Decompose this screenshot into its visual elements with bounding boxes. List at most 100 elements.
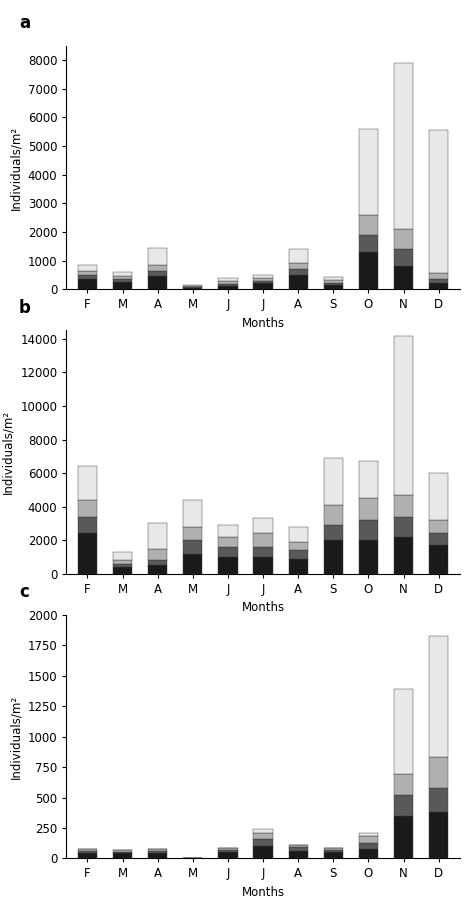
- Bar: [219, 284, 237, 286]
- Bar: [113, 567, 132, 574]
- Bar: [289, 263, 308, 269]
- Bar: [113, 276, 132, 279]
- Bar: [78, 274, 97, 279]
- Bar: [254, 519, 273, 533]
- Bar: [324, 277, 343, 280]
- Bar: [78, 533, 97, 574]
- Bar: [78, 500, 97, 517]
- Bar: [219, 557, 237, 574]
- Bar: [183, 540, 202, 554]
- Bar: [254, 846, 273, 858]
- Bar: [359, 235, 378, 252]
- Y-axis label: Individuals/m²: Individuals/m²: [9, 126, 22, 209]
- Bar: [429, 279, 448, 284]
- Bar: [219, 537, 237, 547]
- X-axis label: Months: Months: [242, 886, 284, 899]
- Bar: [429, 533, 448, 545]
- Bar: [394, 230, 413, 249]
- Bar: [183, 527, 202, 540]
- Bar: [289, 845, 308, 847]
- Text: c: c: [19, 583, 29, 601]
- Bar: [289, 851, 308, 858]
- Bar: [289, 527, 308, 542]
- Bar: [394, 537, 413, 574]
- Bar: [289, 542, 308, 550]
- Bar: [254, 278, 273, 281]
- Bar: [183, 287, 202, 289]
- Legend: Males, Females, Ovigerous females, Juveniles: Males, Females, Ovigerous females, Juven…: [116, 652, 410, 662]
- Bar: [429, 284, 448, 289]
- Bar: [429, 545, 448, 574]
- Bar: [183, 500, 202, 527]
- Bar: [219, 547, 237, 557]
- Bar: [78, 517, 97, 533]
- Bar: [359, 843, 378, 848]
- Bar: [394, 266, 413, 289]
- Bar: [113, 854, 132, 858]
- Bar: [429, 788, 448, 812]
- Bar: [113, 850, 132, 852]
- Bar: [359, 215, 378, 235]
- Bar: [148, 851, 167, 854]
- Text: b: b: [19, 298, 31, 317]
- Bar: [219, 850, 237, 852]
- Bar: [429, 757, 448, 788]
- Bar: [78, 466, 97, 500]
- Bar: [429, 130, 448, 274]
- Bar: [289, 269, 308, 274]
- Bar: [324, 283, 343, 285]
- Bar: [429, 274, 448, 279]
- Bar: [148, 565, 167, 574]
- Bar: [254, 533, 273, 547]
- Bar: [254, 274, 273, 278]
- Bar: [359, 833, 378, 836]
- Bar: [219, 848, 237, 850]
- Bar: [219, 281, 237, 284]
- Bar: [289, 559, 308, 574]
- Bar: [324, 852, 343, 858]
- Bar: [113, 279, 132, 282]
- Bar: [148, 276, 167, 289]
- Bar: [359, 498, 378, 521]
- Bar: [113, 272, 132, 276]
- Bar: [148, 248, 167, 264]
- Bar: [394, 495, 413, 517]
- Bar: [113, 560, 132, 564]
- Bar: [324, 848, 343, 850]
- Bar: [324, 280, 343, 283]
- Bar: [254, 557, 273, 574]
- Bar: [78, 264, 97, 271]
- X-axis label: Months: Months: [242, 317, 284, 330]
- Bar: [254, 547, 273, 557]
- Bar: [394, 816, 413, 858]
- Legend: Males, Females, Ovigerous females, Juveniles: Males, Females, Ovigerous females, Juven…: [116, 367, 410, 377]
- Bar: [324, 505, 343, 525]
- Bar: [394, 689, 413, 775]
- Bar: [148, 560, 167, 565]
- Bar: [359, 521, 378, 540]
- Bar: [324, 285, 343, 289]
- Bar: [394, 249, 413, 266]
- Bar: [324, 525, 343, 540]
- Bar: [148, 264, 167, 271]
- Bar: [429, 636, 448, 757]
- Bar: [289, 847, 308, 851]
- Bar: [289, 249, 308, 263]
- Bar: [254, 829, 273, 833]
- Bar: [324, 458, 343, 505]
- Bar: [148, 549, 167, 560]
- Bar: [219, 525, 237, 537]
- Bar: [359, 540, 378, 574]
- Bar: [359, 252, 378, 289]
- Bar: [148, 271, 167, 276]
- Bar: [113, 282, 132, 289]
- Bar: [148, 523, 167, 549]
- Bar: [324, 850, 343, 852]
- Bar: [429, 521, 448, 533]
- Bar: [183, 554, 202, 574]
- Bar: [78, 271, 97, 274]
- Bar: [113, 552, 132, 560]
- Bar: [394, 795, 413, 816]
- Bar: [324, 540, 343, 574]
- Bar: [113, 564, 132, 567]
